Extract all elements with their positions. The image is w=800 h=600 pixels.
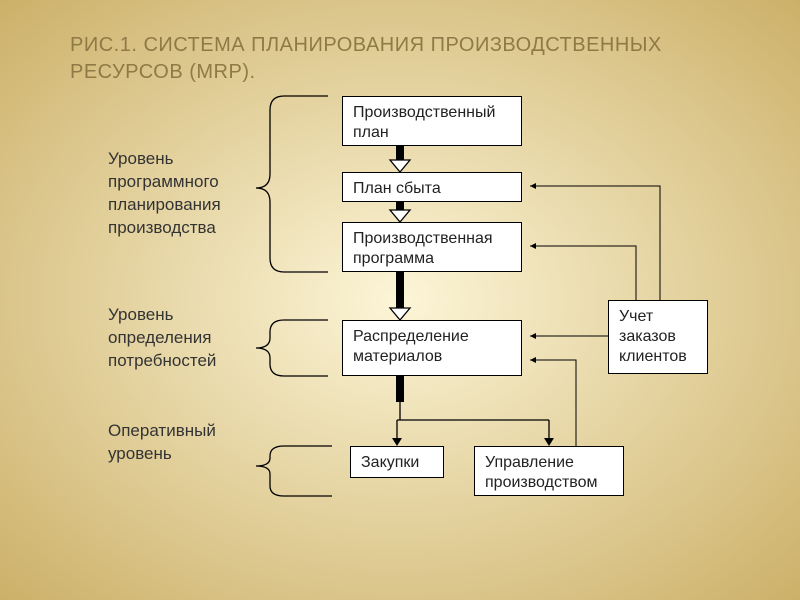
bracket-program <box>256 96 328 272</box>
arrow-sales-prog <box>390 202 410 222</box>
arrow-prog-mat <box>390 272 410 320</box>
node-sales-plan: План сбыта <box>342 172 522 202</box>
node-mat-alloc: Распределение материалов <box>342 320 522 376</box>
node-prod-program: Производственная программа <box>342 222 522 272</box>
arrow-orders-prog <box>530 246 636 300</box>
arrow-mat-split <box>392 376 554 446</box>
arrow-prodplan-sales <box>390 146 410 172</box>
node-prod-plan: Производственный план <box>342 96 522 146</box>
arrow-orders-sales <box>530 186 660 300</box>
node-purchasing: Закупки <box>350 446 444 478</box>
arrow-mgmt-mat <box>530 360 576 446</box>
diagram-stage: РИС.1. СИСТЕМА ПЛАНИРОВАНИЯ ПРОИЗВОДСТВЕ… <box>0 0 800 600</box>
node-orders: Учет заказов клиентов <box>608 300 708 374</box>
bracket-op <box>256 446 332 496</box>
node-prod-mgmt: Управление производством <box>474 446 624 496</box>
bracket-needs <box>256 320 328 376</box>
